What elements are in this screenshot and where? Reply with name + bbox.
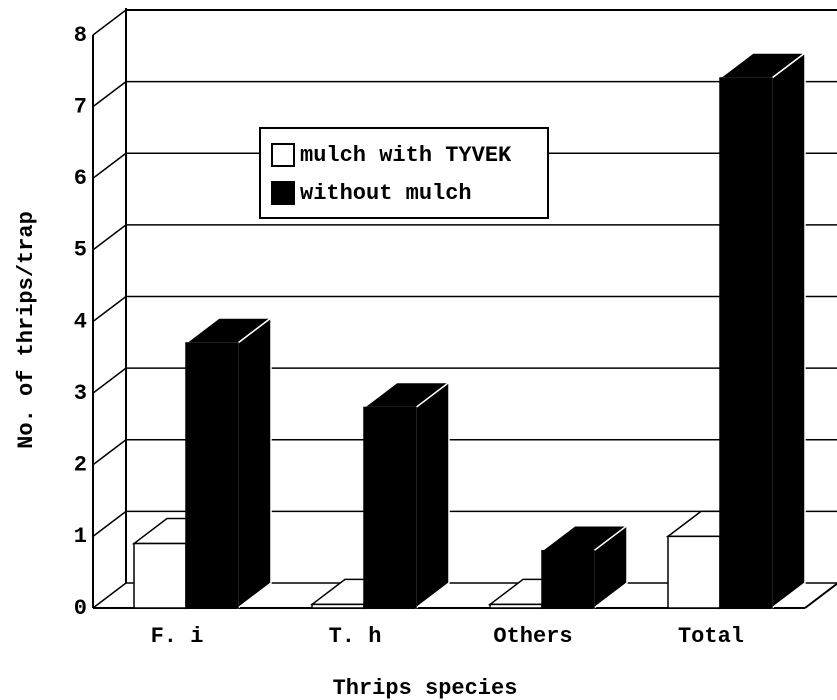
bar (361, 380, 452, 610)
y-tick-label: 6 (74, 166, 87, 191)
bar-side (771, 51, 806, 610)
bar-front (363, 406, 417, 609)
legend-swatch (271, 143, 295, 167)
y-tick-label: 1 (74, 524, 87, 549)
y-axis-label: No. of thrips/trap (14, 211, 39, 449)
bar-side (237, 316, 272, 610)
grid-line-wall (92, 224, 127, 251)
grid-line-wall (92, 152, 127, 179)
bar (717, 51, 808, 610)
legend-label: mulch with TYVEK (300, 143, 512, 168)
grid-line-wall (92, 367, 127, 394)
x-tick-label: T. h (329, 624, 382, 649)
x-tick-label: Total (678, 624, 744, 649)
y-tick-label: 3 (74, 381, 87, 406)
y-tick-label: 8 (74, 23, 87, 48)
y-tick-label: 2 (74, 453, 87, 478)
legend-box (259, 127, 549, 219)
legend-label: without mulch (300, 181, 472, 206)
y-tick-label: 4 (74, 309, 87, 334)
x-tick-label: Others (493, 624, 572, 649)
bar (183, 316, 274, 610)
bar-front (667, 535, 721, 609)
grid-line-wall (92, 9, 127, 36)
x-axis-label: Thrips species (333, 676, 518, 700)
grid-line-wall (92, 510, 127, 537)
grid-line-wall (92, 439, 127, 466)
bar-front (133, 542, 187, 609)
bar-front (541, 549, 595, 609)
y-tick-label: 5 (74, 238, 87, 263)
grid-line-wall (92, 295, 127, 323)
y-tick-label: 7 (74, 94, 87, 119)
floor-right (804, 582, 837, 609)
bar-side (415, 380, 450, 610)
grid-line-wall (92, 81, 127, 108)
x-tick-label: F. i (151, 624, 204, 649)
grid-line-wall (92, 582, 127, 609)
bar (539, 524, 630, 610)
bar-front (719, 77, 773, 609)
y-tick-label: 0 (74, 596, 87, 621)
bar-front (185, 342, 239, 609)
legend-swatch (271, 181, 295, 205)
bar-front (489, 603, 543, 609)
bar-front (311, 603, 365, 609)
